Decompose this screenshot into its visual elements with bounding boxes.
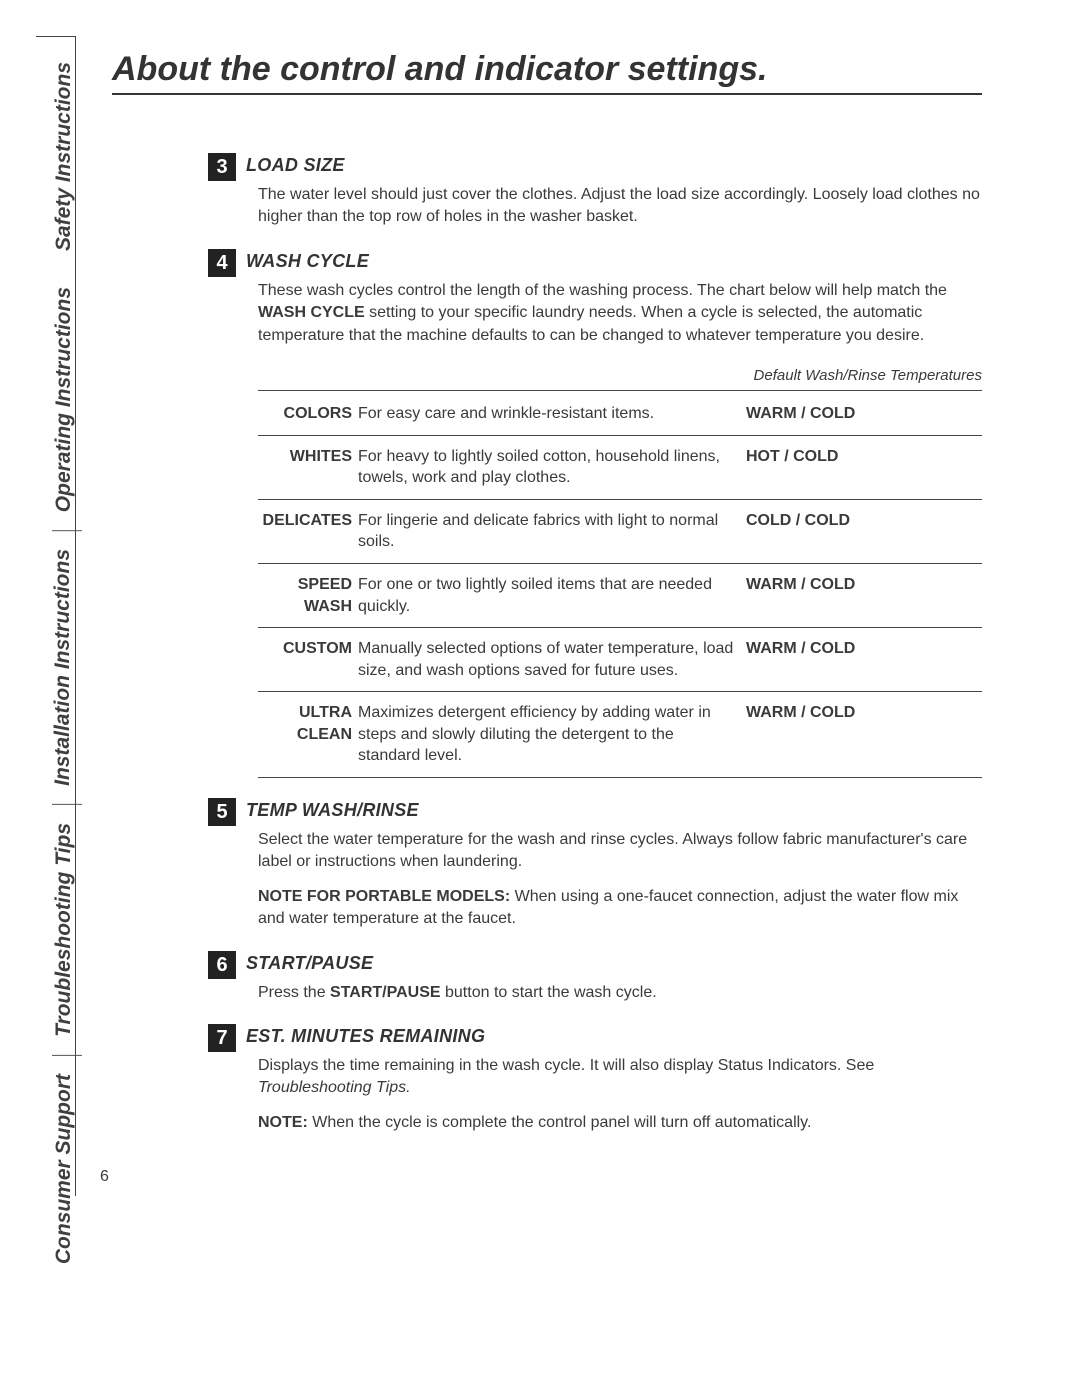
- cycle-name: WHITES: [258, 435, 358, 499]
- section-number-badge: 5: [208, 798, 236, 826]
- content-area: About the control and indicator settings…: [112, 50, 982, 1156]
- table-row: SPEED WASHFor one or two lightly soiled …: [258, 563, 982, 627]
- paragraph: Displays the time remaining in the wash …: [258, 1055, 982, 1100]
- section: 6 START/PAUSE Press the START/PAUSE button…: [112, 953, 982, 1004]
- cycle-temp: WARM / COLD: [746, 628, 982, 692]
- table-row: CUSTOMManually selected options of water…: [258, 628, 982, 692]
- sidebar-tabs: Safety InstructionsOperating Instruction…: [52, 44, 82, 1184]
- table-caption: Default Wash/Rinse Temperatures: [258, 367, 982, 391]
- table-row: DELICATESFor lingerie and delicate fabri…: [258, 499, 982, 563]
- section: 4 WASH CYCLE These wash cycles control the…: [112, 251, 982, 778]
- cycle-desc: For one or two lightly soiled items that…: [358, 563, 746, 627]
- cycle-desc: For lingerie and delicate fabrics with l…: [358, 499, 746, 563]
- section: 5 TEMP WASH/RINSE Select the water tempera…: [112, 800, 982, 931]
- paragraph: Select the water temperature for the was…: [258, 829, 982, 874]
- sidebar-tab: Operating Instructions: [52, 269, 82, 531]
- cycle-name: ULTRA CLEAN: [258, 692, 358, 778]
- cycle-desc: For heavy to lightly soiled cotton, hous…: [358, 435, 746, 499]
- sidebar-tab: Installation Instructions: [52, 531, 82, 805]
- cycle-temp: COLD / COLD: [746, 499, 982, 563]
- section-heading: LOAD SIZE: [246, 155, 982, 176]
- paragraph: The water level should just cover the cl…: [258, 184, 982, 229]
- section-heading: EST. MINUTES REMAINING: [246, 1026, 982, 1047]
- section-body: These wash cycles control the length of …: [258, 280, 982, 347]
- cycle-temp: WARM / COLD: [746, 393, 982, 435]
- paragraph: Press the START/PAUSE button to start th…: [258, 982, 982, 1004]
- section-body: Displays the time remaining in the wash …: [258, 1055, 982, 1134]
- cycle-name: CUSTOM: [258, 628, 358, 692]
- cycle-desc: For easy care and wrinkle-resistant item…: [358, 393, 746, 435]
- cycle-name: SPEED WASH: [258, 563, 358, 627]
- paragraph: NOTE: When the cycle is complete the con…: [258, 1112, 982, 1134]
- table-row: WHITESFor heavy to lightly soiled cotton…: [258, 435, 982, 499]
- section-number-badge: 3: [208, 153, 236, 181]
- paragraph: These wash cycles control the length of …: [258, 280, 982, 347]
- wash-cycle-table: COLORSFor easy care and wrinkle-resistan…: [258, 393, 982, 778]
- table-row: ULTRA CLEANMaximizes detergent efficienc…: [258, 692, 982, 778]
- section: 7 EST. MINUTES REMAINING Displays the time…: [112, 1026, 982, 1134]
- table-row: COLORSFor easy care and wrinkle-resistan…: [258, 393, 982, 435]
- cycle-name: DELICATES: [258, 499, 358, 563]
- section-heading: START/PAUSE: [246, 953, 982, 974]
- section-body: Select the water temperature for the was…: [258, 829, 982, 931]
- section-body: The water level should just cover the cl…: [258, 184, 982, 229]
- sidebar-tab: Safety Instructions: [52, 44, 82, 269]
- sidebar-tab: Troubleshooting Tips: [52, 805, 82, 1056]
- section-number-badge: 6: [208, 951, 236, 979]
- section-body: Press the START/PAUSE button to start th…: [258, 982, 982, 1004]
- section-number-badge: 4: [208, 249, 236, 277]
- sidebar-tab: Consumer Support: [52, 1056, 82, 1282]
- section-heading: WASH CYCLE: [246, 251, 982, 272]
- cycle-temp: WARM / COLD: [746, 563, 982, 627]
- cycle-temp: HOT / COLD: [746, 435, 982, 499]
- cycle-name: COLORS: [258, 393, 358, 435]
- section-heading: TEMP WASH/RINSE: [246, 800, 982, 821]
- cycle-desc: Manually selected options of water tempe…: [358, 628, 746, 692]
- section: 3 LOAD SIZE The water level should just co…: [112, 155, 982, 229]
- cycle-temp: WARM / COLD: [746, 692, 982, 778]
- paragraph: NOTE FOR PORTABLE MODELS: When using a o…: [258, 886, 982, 931]
- page-number: 6: [100, 1168, 109, 1186]
- section-number-badge: 7: [208, 1024, 236, 1052]
- page-title: About the control and indicator settings…: [112, 50, 982, 95]
- cycle-desc: Maximizes detergent efficiency by adding…: [358, 692, 746, 778]
